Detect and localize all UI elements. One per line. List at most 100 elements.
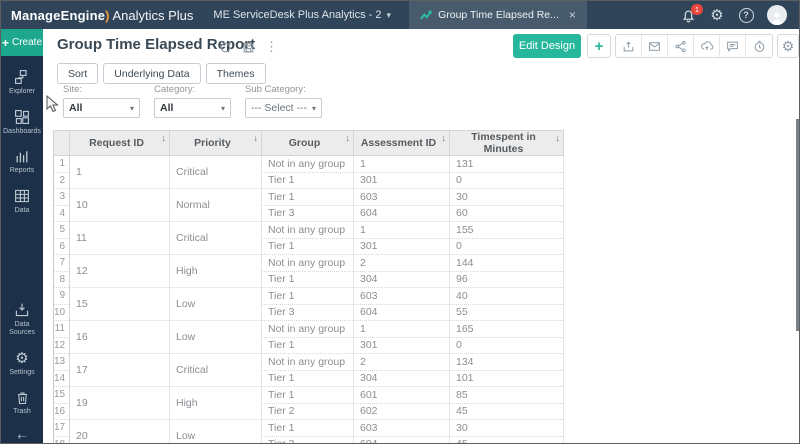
table-row: 15 19 High Tier 1 601 85 xyxy=(53,386,564,420)
sidebar-item-reports[interactable]: Reports xyxy=(1,148,43,175)
refresh-icon[interactable] xyxy=(219,41,232,54)
cell-timespent: 134 xyxy=(449,353,564,371)
sidebar-item-dashboards[interactable]: Dashboards xyxy=(1,109,43,136)
table-header-row: Request ID ↓ Priority ↓ Group ↓ Assessment ID ↓… xyxy=(53,130,564,156)
trash-icon xyxy=(17,392,27,405)
row-number: 9 xyxy=(53,287,70,305)
sort-desc-icon[interactable]: ↓ xyxy=(345,133,351,143)
clock-icon xyxy=(754,40,764,52)
sidebar: + Create Explorer Dashboards Reports xyxy=(1,29,43,443)
cell-timespent: 45 xyxy=(449,436,564,443)
collapse-sidebar-button[interactable]: ⇠ xyxy=(17,431,27,443)
cell-group: Tier 3 xyxy=(261,436,354,443)
underlying-data-button[interactable]: Underlying Data xyxy=(103,63,201,84)
column-header[interactable]: Assessment ID ↓ xyxy=(353,130,450,156)
cell-timespent: 144 xyxy=(449,254,564,272)
sort-desc-icon[interactable]: ↓ xyxy=(555,133,561,143)
sidebar-item-settings[interactable]: ⚙ Settings xyxy=(1,351,43,377)
user-avatar[interactable] xyxy=(767,5,787,25)
brand-name: ManageEngine xyxy=(11,7,106,23)
cell-group: Not in any group xyxy=(261,320,354,338)
add-button[interactable]: + xyxy=(587,34,611,58)
cell-timespent: 45 xyxy=(449,403,564,420)
column-header[interactable]: Group ↓ xyxy=(261,130,354,156)
tab-group-time-elapsed[interactable]: Group Time Elapsed Re... × xyxy=(409,1,587,29)
cell-group: Not in any group xyxy=(261,155,354,173)
row-number: 6 xyxy=(53,238,70,255)
cell-assessment-id: 1 xyxy=(353,221,450,239)
sidebar-item-data[interactable]: Data xyxy=(1,188,43,215)
column-header[interactable]: Timespent in Minutes ↓ xyxy=(449,130,564,156)
cell-timespent: 55 xyxy=(449,304,564,321)
sidebar-item-label: Explorer xyxy=(8,88,36,95)
close-icon[interactable]: × xyxy=(568,8,576,22)
report-table: Request ID ↓ Priority ↓ Group ↓ Assessment ID ↓… xyxy=(53,130,564,443)
view-settings-button[interactable]: ⚙ xyxy=(777,34,799,58)
cell-assessment-id: 1 xyxy=(353,155,450,173)
comment-button[interactable] xyxy=(720,35,746,57)
chevron-down-icon: ▾ xyxy=(311,103,316,113)
dropdown-value: --- Select --- xyxy=(251,102,307,114)
cell-timespent: 60 xyxy=(449,205,564,222)
sidebar-item-explorer[interactable]: Explorer xyxy=(1,69,43,96)
publish-button[interactable] xyxy=(694,35,720,57)
sort-button[interactable]: Sort xyxy=(57,63,99,84)
page-title: Group Time Elapsed Report xyxy=(57,36,256,53)
email-button[interactable] xyxy=(642,35,668,57)
cell-assessment-id: 604 xyxy=(353,205,450,222)
row-number: 3 xyxy=(53,188,70,206)
scrollbar[interactable] xyxy=(796,119,799,331)
sort-desc-icon[interactable]: ↓ xyxy=(441,133,447,143)
notifications-button[interactable]: 1 xyxy=(680,4,703,23)
sidebar-item-label: Trash xyxy=(13,408,31,416)
table-row: 7 12 High Not in any group 2 144 xyxy=(53,254,564,288)
themes-button[interactable]: Themes xyxy=(205,63,266,84)
bell-icon xyxy=(682,10,694,22)
cell-group: Tier 3 xyxy=(261,304,354,321)
cell-group: Tier 1 xyxy=(261,386,354,404)
cell-timespent: 165 xyxy=(449,320,564,338)
sort-desc-icon[interactable]: ↓ xyxy=(161,133,167,143)
save-icon[interactable] xyxy=(242,41,255,54)
settings-button[interactable]: ⚙ xyxy=(709,7,725,23)
table-row: 11 16 Low Not in any group 1 165 xyxy=(53,320,564,354)
create-button[interactable]: + Create xyxy=(1,29,43,56)
row-number: 10 xyxy=(53,304,70,321)
cell-assessment-id: 603 xyxy=(353,287,450,305)
site-dropdown[interactable]: All ▾ xyxy=(63,98,140,118)
kebab-menu-icon[interactable]: ⋮ xyxy=(265,39,278,54)
cell-assessment-id: 304 xyxy=(353,271,450,288)
column-header[interactable]: Request ID ↓ xyxy=(69,130,170,156)
edit-design-button[interactable]: Edit Design xyxy=(513,34,581,58)
table-row: 16 Tier 2 602 45 xyxy=(53,403,564,420)
cell-group: Tier 1 xyxy=(261,419,354,437)
cell-timespent: 155 xyxy=(449,221,564,239)
share-button[interactable] xyxy=(668,35,694,57)
sub-category-dropdown[interactable]: --- Select --- ▾ xyxy=(245,98,322,118)
table-row: 1 1 Critical Not in any group 1 131 xyxy=(53,155,564,189)
column-header[interactable]: Priority ↓ xyxy=(169,130,262,156)
cell-priority: Critical xyxy=(169,353,262,387)
sidebar-item-data-sources[interactable]: Data Sources xyxy=(1,302,43,336)
table-row: 12 Tier 1 301 0 xyxy=(53,337,564,354)
cell-group: Not in any group xyxy=(261,221,354,239)
export-icon xyxy=(623,40,634,51)
row-number: 1 xyxy=(53,155,70,173)
cell-group: Tier 1 xyxy=(261,287,354,305)
schedule-button[interactable] xyxy=(746,35,772,57)
app-logo: ManageEngine) Analytics Plus xyxy=(11,8,193,23)
title-tools: ⋮ xyxy=(219,39,278,55)
category-dropdown[interactable]: All ▾ xyxy=(154,98,231,118)
sort-desc-icon[interactable]: ↓ xyxy=(253,133,259,143)
workspace-selector[interactable]: ME ServiceDesk Plus Analytics - 2 ▾ xyxy=(213,9,391,21)
table-row: 10 Tier 3 604 55 xyxy=(53,304,564,321)
sidebar-item-trash[interactable]: Trash xyxy=(1,390,43,416)
help-button[interactable]: ? xyxy=(738,7,754,23)
cell-assessment-id: 1 xyxy=(353,320,450,338)
cell-request-id: 19 xyxy=(69,386,170,420)
filter-label: Sub Category: xyxy=(245,84,306,95)
cell-priority: Critical xyxy=(169,221,262,255)
export-button[interactable] xyxy=(616,35,642,57)
trend-chart-icon xyxy=(420,9,432,20)
